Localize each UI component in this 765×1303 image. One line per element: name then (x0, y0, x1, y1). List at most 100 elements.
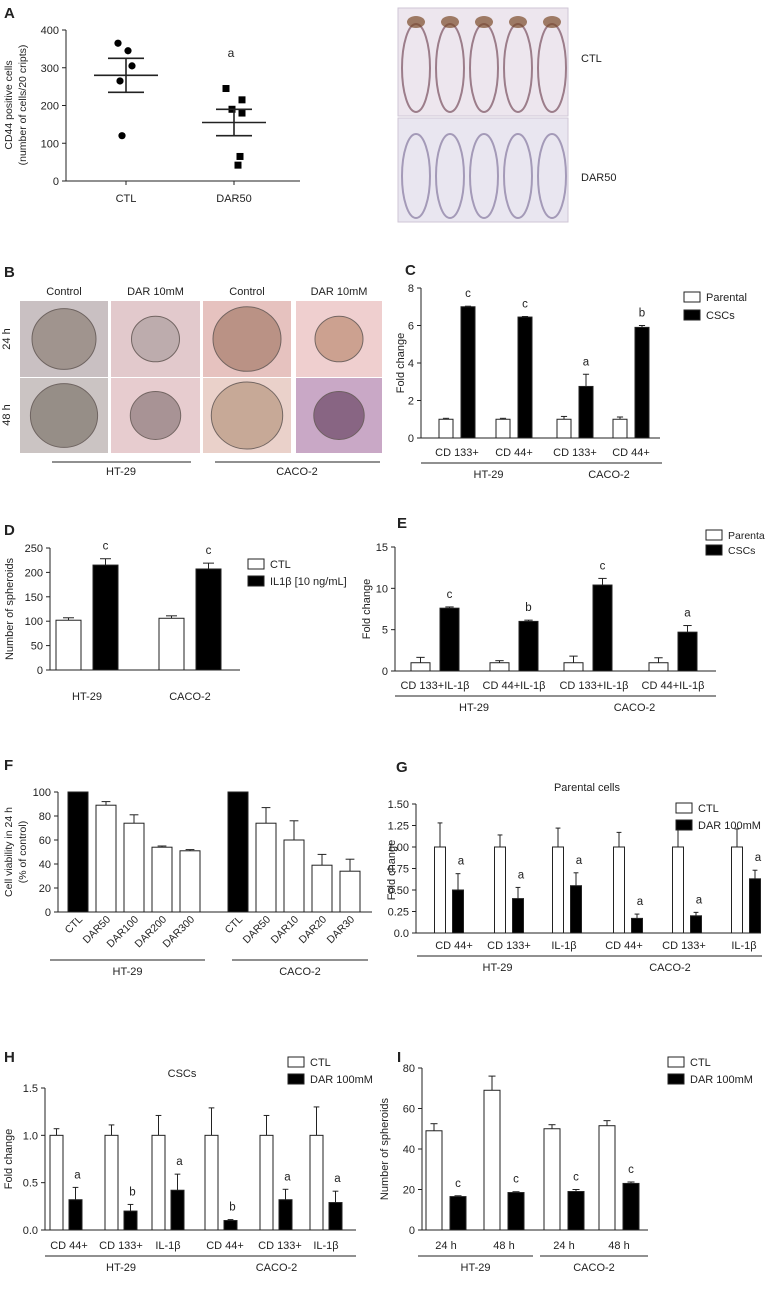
spheroid (131, 315, 180, 363)
group-label: CACO-2 (276, 466, 318, 478)
y-tick-label: 0 (37, 665, 43, 677)
x-category-label: HT-29 (72, 691, 102, 703)
group-label: HT-29 (483, 962, 513, 974)
legend-entry: CTL (270, 559, 291, 571)
legend-entry: CTL (690, 1057, 711, 1069)
significance-letter: a (74, 1169, 81, 1181)
bar (518, 620, 539, 672)
x-category-label: CD 44+IL-1β (642, 680, 705, 692)
y-tick-label: 100 (33, 787, 51, 799)
x-category-label: DAR50 (216, 193, 251, 205)
y-axis-label: Fold change (361, 579, 373, 640)
bar (170, 1189, 185, 1231)
crypt-shape (401, 133, 431, 219)
stain-spot (509, 16, 527, 28)
x-category-label: CD 44+ (495, 447, 533, 459)
data-point (124, 47, 132, 55)
group-label: CACO-2 (649, 962, 691, 974)
y-tick-label: 1.25 (388, 821, 409, 833)
bar (223, 1220, 238, 1231)
legend-swatch (287, 1056, 305, 1068)
significance-letter: a (518, 869, 525, 881)
y-tick-label: 2 (408, 396, 414, 408)
bar (283, 839, 305, 913)
x-category-label: CD 133+IL-1β (559, 680, 628, 692)
y-tick-label: 4 (408, 358, 414, 370)
legend-entry: Parental (728, 530, 765, 542)
significance-letter: a (176, 1156, 183, 1168)
legend-swatch (667, 1073, 685, 1085)
bar (612, 418, 628, 439)
group-label: HT-29 (461, 1262, 491, 1274)
significance-letter: c (513, 1174, 519, 1186)
panel-letter: D (4, 522, 15, 539)
significance-letter: b (129, 1186, 135, 1198)
significance-letter: a (583, 356, 590, 368)
column-label: Control (46, 286, 81, 298)
y-tick-label: 100 (41, 138, 59, 150)
legend-swatch (287, 1073, 305, 1085)
bar (438, 418, 454, 439)
legend-entry: DAR 100mM (698, 820, 761, 832)
y-tick-label: 60 (39, 835, 51, 847)
legend-entry: CTL (698, 803, 719, 815)
y-tick-label: 6 (408, 321, 414, 333)
bar (634, 326, 650, 439)
bar (622, 1182, 640, 1231)
bar (613, 846, 625, 934)
y-tick-label: 60 (403, 1104, 415, 1116)
bar (255, 822, 277, 913)
y-tick-label: 300 (41, 63, 59, 75)
significance-letter: c (600, 560, 606, 572)
data-point (128, 62, 136, 70)
significance-letter: c (206, 545, 212, 557)
significance-letter: b (639, 308, 645, 320)
legend-swatch (675, 819, 693, 831)
y-tick-label: 250 (25, 543, 43, 555)
spheroid (313, 391, 365, 440)
bar (55, 619, 82, 671)
bar (95, 804, 117, 913)
legend-swatch (247, 575, 265, 587)
panel-title: CSCs (168, 1068, 197, 1080)
legend-swatch (705, 544, 723, 556)
spheroid (210, 381, 284, 450)
bar (67, 791, 89, 913)
stain-spot (543, 16, 561, 28)
x-category-label: CTL (63, 914, 86, 937)
y-tick-label: 0.75 (388, 864, 409, 876)
bar (204, 1134, 219, 1231)
legend-swatch (247, 558, 265, 570)
panel-C: 0 2 4 6 8 c c a b C Fold change CD 133+ CD 44+ CD 133… (395, 262, 747, 481)
bar (552, 846, 564, 934)
x-category-label: CD 133+ (258, 1240, 302, 1252)
x-category-label: CD 44+ (435, 940, 473, 952)
x-category-label: CD 133+ (487, 940, 531, 952)
y-tick-label: 400 (41, 25, 59, 37)
y-tick-label: 0 (45, 907, 51, 919)
x-category-label: CD 133+ (99, 1240, 143, 1252)
group-label: CACO-2 (573, 1262, 615, 1274)
bar (449, 1196, 467, 1231)
significance-letter: c (522, 299, 528, 311)
y-tick-label: 50 (31, 641, 43, 653)
bar (489, 662, 510, 672)
y-tick-label: 0.0 (23, 1225, 38, 1237)
bar (49, 1134, 64, 1231)
stain-spot (407, 16, 425, 28)
bar (195, 568, 222, 671)
column-label: DAR 10mM (127, 286, 184, 298)
y-axis-label: Number of spheroids (379, 1097, 391, 1200)
legend-entry: CTL (310, 1057, 331, 1069)
bar (598, 1125, 616, 1231)
legend-swatch (683, 309, 701, 321)
y-tick-label: 20 (39, 883, 51, 895)
bar (495, 418, 511, 439)
significance-letter: a (334, 1173, 341, 1185)
panel-I: 0 20 40 60 80 c c c c I Number of spheroids 24 h 48 … (379, 1049, 753, 1274)
bar (410, 662, 431, 672)
crypt-shape (503, 133, 533, 219)
stain-spot (441, 16, 459, 28)
significance-letter: a (284, 1171, 291, 1183)
x-category-label: CTL (116, 193, 137, 205)
